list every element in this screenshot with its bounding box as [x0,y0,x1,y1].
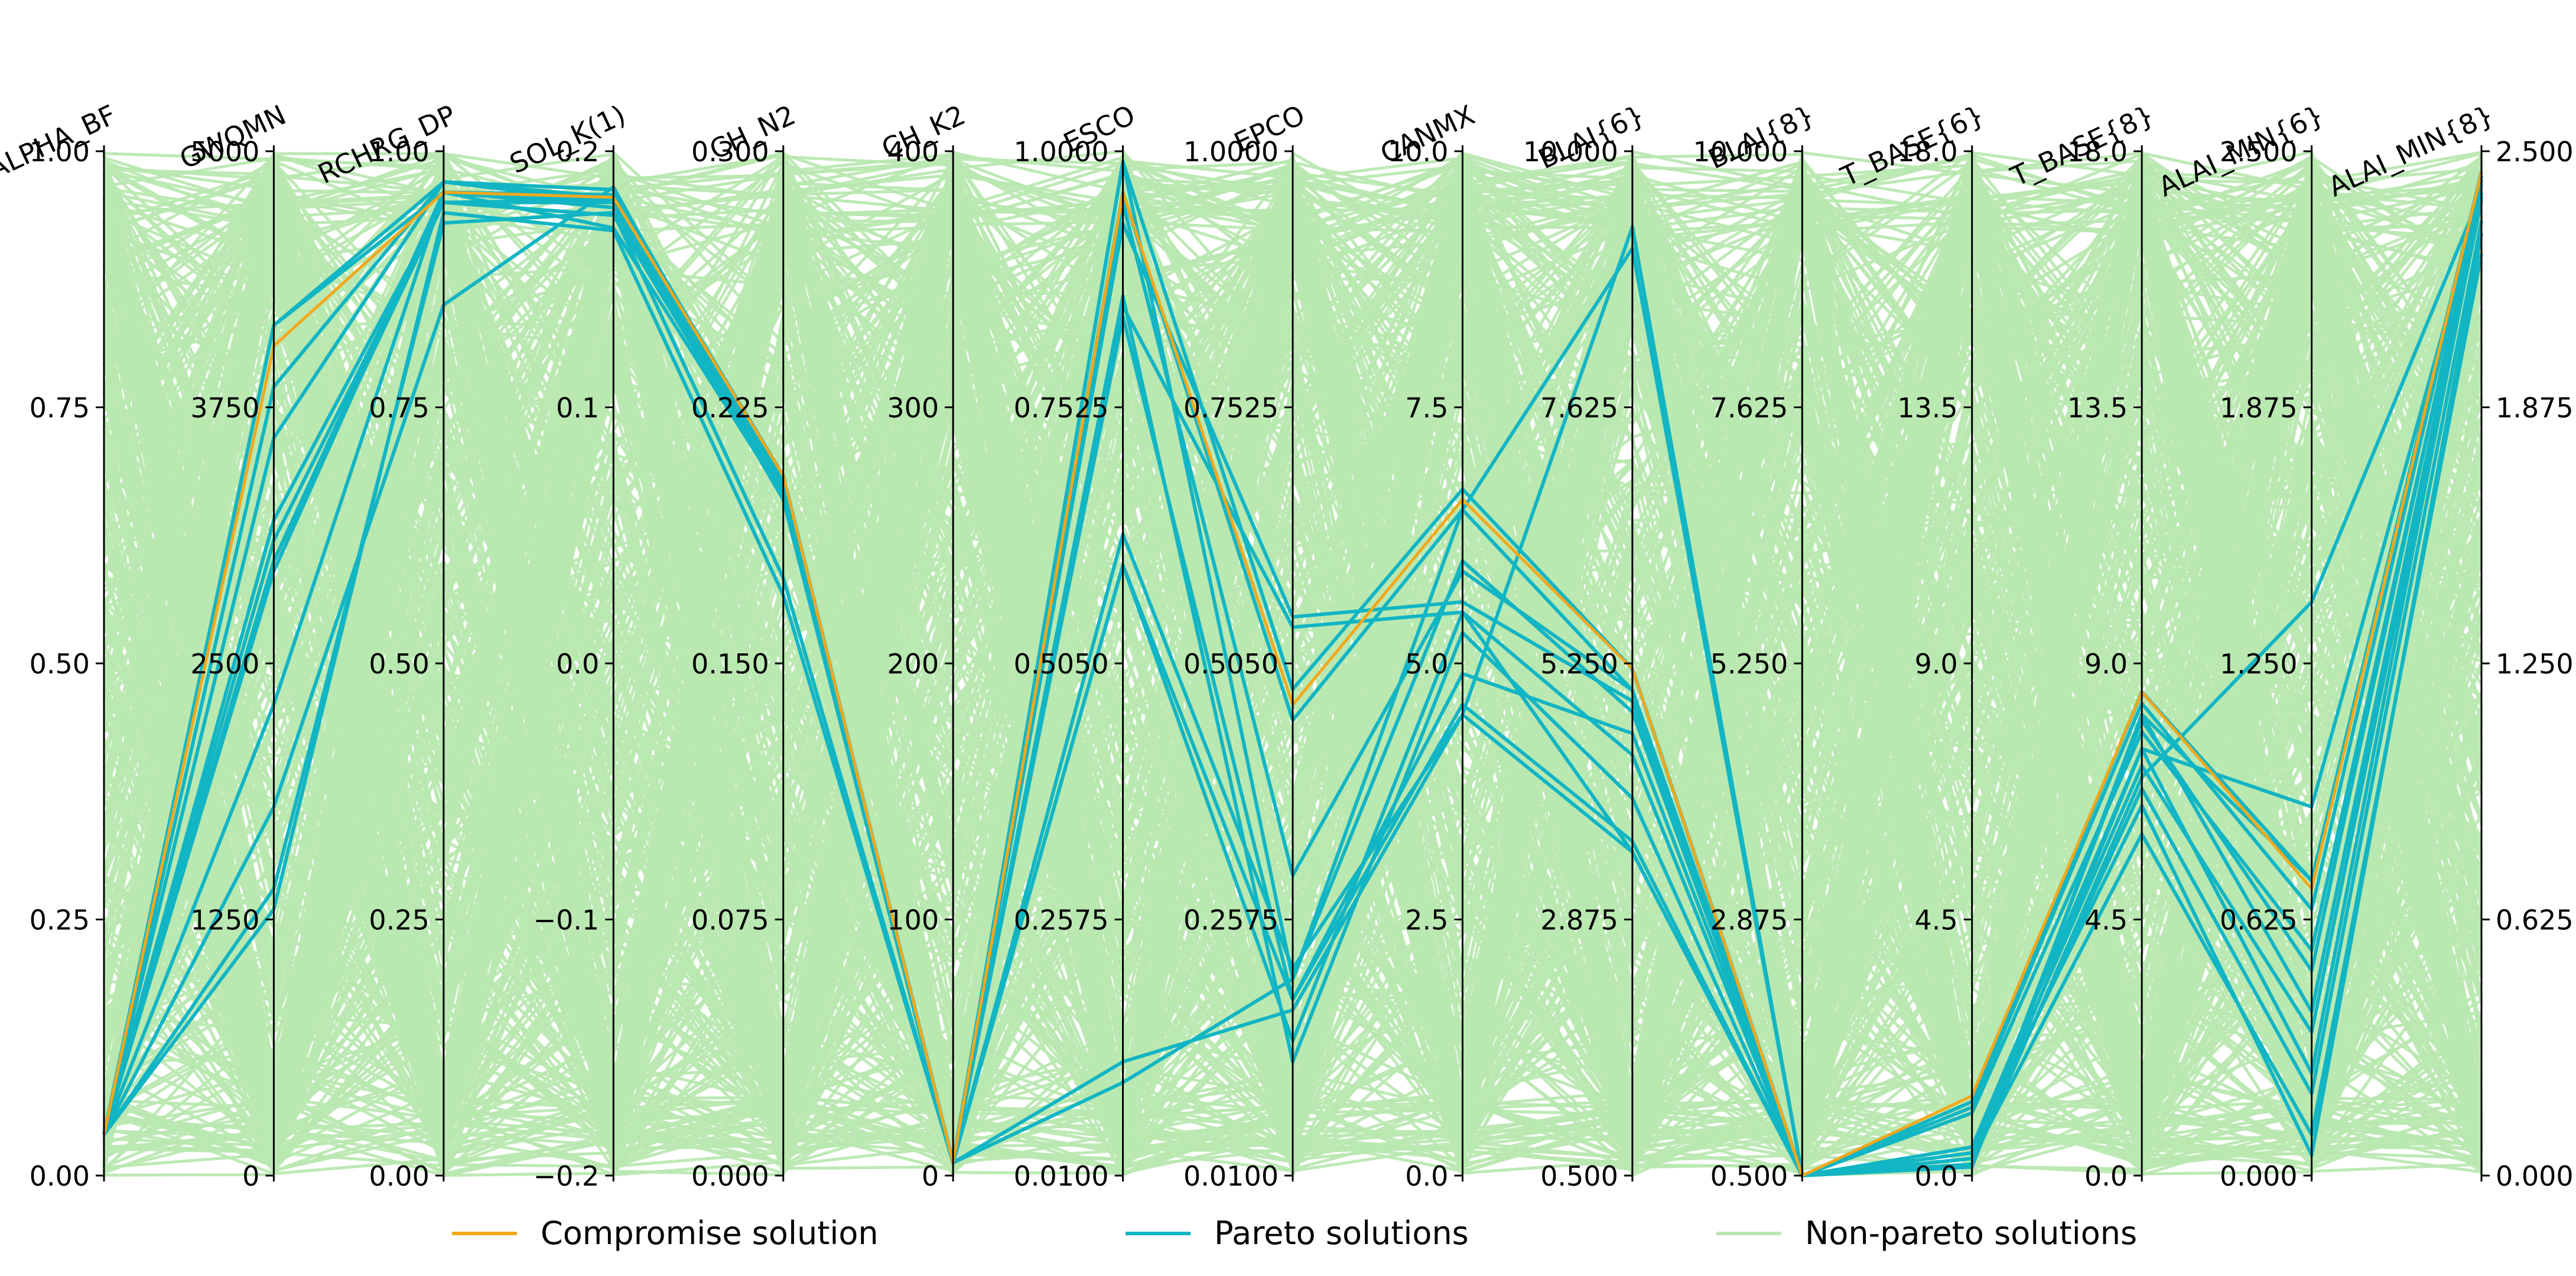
tick-label: 13.5 [2067,392,2128,424]
tick-label: 0.50 [30,648,90,680]
tick-label: 1.0000 [1183,136,1279,168]
tick-label: 0.7525 [1183,392,1279,424]
tick-label: 13.5 [1897,392,1957,424]
tick-label: 1.250 [2220,648,2298,680]
tick-label: 1.250 [2496,648,2574,680]
tick-label: 5000 [190,136,259,168]
tick-label: 0.00 [30,1160,90,1192]
tick-label: 0.500 [1710,1160,1788,1192]
tick-label: 9.0 [2084,648,2128,680]
tick-label: 1.875 [2496,392,2574,424]
legend: Compromise solution Pareto solutions Non-p… [452,1215,2137,1252]
tick-label: 0.0100 [1183,1160,1279,1192]
tick-label: 7.625 [1710,392,1788,424]
tick-label: 400 [887,136,939,168]
tick-label: 0.2575 [1014,904,1109,936]
tick-label: 0.000 [691,1160,769,1192]
tick-label: 0.150 [691,648,769,680]
tick-label: −0.1 [534,904,600,936]
tick-label: 0.0100 [1014,1160,1109,1192]
tick-label: 0.000 [2220,1160,2298,1192]
tick-label: 0.225 [691,392,769,424]
tick-label: 0.0 [1915,1160,1958,1192]
tick-label: 0.75 [30,392,90,424]
tick-label: 300 [887,392,939,424]
tick-label: 0.0 [556,648,599,680]
tick-label: 100 [887,904,939,936]
tick-label: 3750 [190,392,259,424]
tick-label: 0.7525 [1014,392,1109,424]
tick-label: 0.5050 [1014,648,1109,680]
tick-label: 0.25 [30,904,90,936]
tick-label: −0.2 [534,1160,600,1192]
tick-label: 10.000 [1693,136,1788,168]
tick-label: 1.875 [2220,392,2298,424]
tick-label: 0.2575 [1183,904,1279,936]
tick-label: 0.00 [369,1160,429,1192]
legend-label: Compromise solution [541,1215,879,1252]
tick-label: 18.0 [1897,136,1957,168]
tick-label: 0.500 [1540,1160,1618,1192]
tick-label: 0 [242,1160,259,1192]
tick-label: 1250 [190,904,259,936]
tick-label: 0.075 [691,904,769,936]
tick-label: 1.00 [30,136,90,168]
tick-label: 4.5 [1915,904,1958,936]
tick-label: 0.000 [2496,1160,2574,1192]
tick-label: 2500 [190,648,259,680]
tick-label: 7.625 [1540,392,1618,424]
tick-label: 0.50 [369,648,429,680]
tick-label: 2.5 [1405,904,1448,936]
tick-label: 0 [922,1160,939,1192]
tick-label: 0.0 [2084,1160,2128,1192]
tick-label: 5.250 [1540,648,1618,680]
legend-label: Pareto solutions [1214,1215,1469,1252]
tick-label: 18.0 [2067,136,2128,168]
tick-label: 10.0 [1388,136,1448,168]
tick-label: 1.00 [369,136,429,168]
tick-label: 0.1 [556,392,599,424]
tick-label: 2.500 [2220,136,2298,168]
tick-label: 5.250 [1710,648,1788,680]
legend-label: Non-pareto solutions [1805,1215,2137,1252]
tick-label: 2.875 [1540,904,1618,936]
tick-label: 0.300 [691,136,769,168]
tick-label: 1.0000 [1014,136,1109,168]
tick-label: 9.0 [1915,648,1958,680]
tick-label: 2.875 [1710,904,1788,936]
tick-label: 200 [887,648,939,680]
tick-label: 0.25 [369,904,429,936]
tick-label: 0.625 [2220,904,2298,936]
tick-label: 0.2 [556,136,599,168]
tick-label: 0.625 [2496,904,2574,936]
tick-label: 7.5 [1405,392,1448,424]
tick-label: 0.5050 [1183,648,1279,680]
tick-label: 4.5 [2084,904,2128,936]
tick-label: 5.0 [1405,648,1448,680]
tick-label: 0.75 [369,392,429,424]
tick-label: 10.000 [1523,136,1618,168]
tick-label: 0.0 [1405,1160,1448,1192]
tick-label: 2.500 [2496,136,2574,168]
